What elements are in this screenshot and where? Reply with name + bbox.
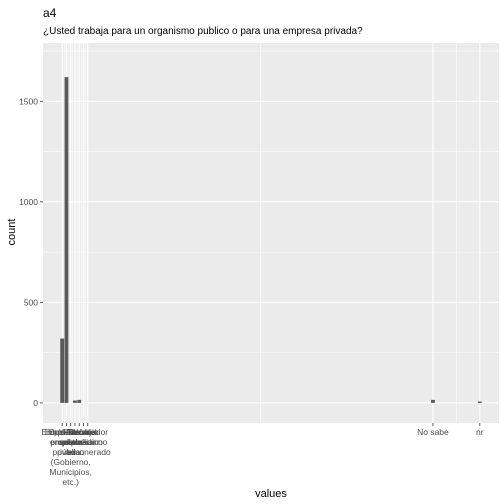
bars <box>60 77 482 403</box>
bar <box>477 401 482 403</box>
y-tick-label: 500 <box>24 297 38 307</box>
x-tick-label: Servicio doméstico <box>64 427 103 447</box>
x-tick-label: Empleado del sector público (Gobierno, Munic… <box>45 427 97 487</box>
x-tick-label: Empleado de empresa privada <box>41 427 91 457</box>
bar <box>60 338 65 403</box>
y-tick-label: 1500 <box>19 96 38 106</box>
x-tick-label: Trabajador familiar no remunerado <box>65 427 111 457</box>
x-tick-label: No sabe <box>417 427 449 437</box>
bar <box>431 399 435 403</box>
bar <box>73 400 77 403</box>
x-tick-label: Otro <box>67 427 84 437</box>
chart-title: a4 <box>43 6 57 20</box>
bar <box>64 77 69 403</box>
plot-panel <box>43 43 499 423</box>
x-tick-label: nr <box>476 427 484 437</box>
x-tick-label: Patrón o empleador <box>59 427 99 447</box>
x-tick-label: Cuenta propia <box>48 427 76 447</box>
minor-gridlines <box>43 43 499 423</box>
x-axis-label: values <box>255 488 287 500</box>
y-axis-label: count <box>6 219 18 246</box>
chart-subtitle: ¿Usted trabaja para un organismo publico… <box>43 26 363 37</box>
y-axis: 0 500 1000 1500 <box>19 96 43 408</box>
bar <box>77 399 82 403</box>
y-tick-label: 0 <box>33 398 38 408</box>
y-tick-label: 1000 <box>19 197 38 207</box>
